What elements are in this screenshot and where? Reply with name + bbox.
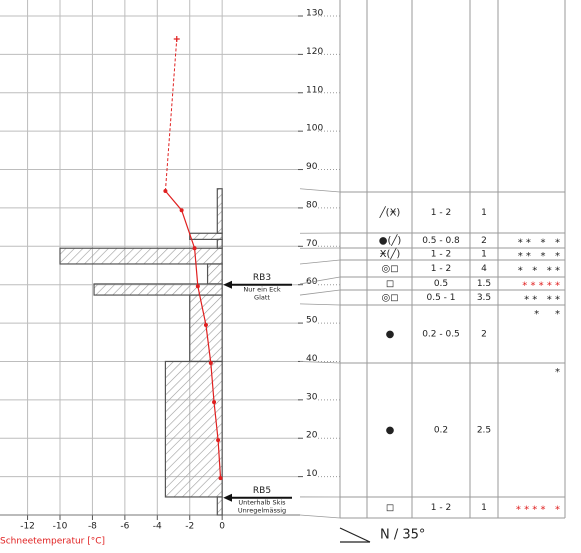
row-link — [299, 276, 341, 285]
grain-shape: ● — [386, 425, 395, 436]
y-tick-label: 40 — [306, 354, 318, 364]
x-tick-label: -8 — [88, 522, 97, 532]
grain-size: 1 - 2 — [431, 208, 451, 218]
stability-stars: * * * * — [524, 295, 560, 306]
snow-temperature-point — [208, 360, 213, 365]
hardness-layer — [164, 360, 223, 498]
wetness: 1 — [481, 250, 487, 260]
arrow-head — [223, 280, 232, 289]
stability-stars: * * * * * — [522, 281, 560, 292]
wetness: 4 — [481, 264, 487, 274]
stability-stars: * * * * — [518, 238, 560, 249]
row-link — [299, 361, 341, 364]
row-link — [299, 514, 341, 519]
hardness-layer — [59, 247, 223, 265]
wetness: 1 — [481, 208, 487, 218]
arrow-head — [223, 493, 232, 502]
annotation-text: Unterhalb Skis — [238, 499, 286, 507]
annotation-title: RB5 — [253, 486, 271, 496]
row-link — [299, 188, 341, 193]
slope-label: N / 35° — [380, 528, 425, 543]
x-axis-label: Schneetemperatur [°C] — [0, 537, 105, 547]
grain-size: 1 - 2 — [431, 264, 451, 274]
annotation-text: Glatt — [254, 294, 270, 302]
y-tick-label: 30 — [306, 392, 318, 402]
hardness-layer — [93, 283, 223, 296]
grain-size: 0.2 - 0.5 — [422, 330, 460, 340]
grain-shape: ● — [386, 329, 395, 340]
hardness-layer — [216, 238, 223, 249]
y-tick-label: 110 — [306, 85, 323, 95]
wetness: 2.5 — [477, 426, 491, 436]
grain-size: 0.5 - 0.8 — [422, 236, 460, 246]
annotation-text: Nur ein Eck — [243, 286, 280, 294]
annotation-title: RB3 — [253, 273, 271, 283]
hardness-layer — [189, 232, 223, 240]
x-tick-label: -4 — [153, 522, 162, 532]
snow-temperature-point — [179, 208, 184, 213]
wetness: 2 — [481, 236, 487, 246]
y-tick-label: 100 — [306, 124, 323, 134]
x-tick-label: -12 — [20, 522, 35, 532]
table-frame — [339, 0, 566, 518]
wetness: 3.5 — [477, 293, 491, 303]
y-tick-label: 80 — [306, 200, 318, 210]
row-link — [299, 289, 341, 296]
snow-temperature-point — [192, 246, 197, 251]
grain-size: 1 - 2 — [431, 250, 451, 260]
x-tick-label: -2 — [185, 522, 194, 532]
stability-stars: * * * * — [518, 266, 560, 277]
y-tick-label: 90 — [306, 162, 318, 172]
stability-stars: * — [555, 367, 560, 378]
y-tick-label: 120 — [306, 47, 323, 57]
grain-shape: ◎◻ — [381, 293, 398, 304]
snow-temperature-point — [218, 476, 223, 481]
slope-icon — [339, 527, 371, 543]
stability-stars: * * * * — [518, 251, 560, 262]
snow-temperature-point — [203, 322, 208, 327]
grain-size: 1 - 2 — [431, 503, 451, 513]
x-tick-label: 0 — [219, 522, 225, 532]
row-link — [299, 303, 341, 306]
snow-temperature-point — [163, 189, 168, 194]
y-tick-label: 10 — [306, 469, 318, 479]
snow-temperature-point — [195, 284, 200, 289]
grain-size: 0.5 - 1 — [426, 293, 455, 303]
y-tick-label: 70 — [306, 239, 318, 249]
stability-stars: * * — [534, 309, 560, 320]
grain-shape: ◻ — [386, 503, 394, 514]
grain-shape: ●(╱) — [379, 234, 402, 247]
row-link — [299, 259, 341, 265]
wetness: 1.5 — [477, 279, 491, 289]
stability-stars: * * * * * — [516, 505, 560, 516]
grain-shape: ◻ — [386, 279, 394, 290]
wetness: 2 — [481, 330, 487, 340]
air-temperature-line — [164, 38, 178, 192]
wetness: 1 — [481, 503, 487, 513]
snow-temperature-point — [212, 400, 217, 405]
air-temperature-point — [173, 36, 180, 43]
grain-shape: ◎◻ — [381, 264, 398, 275]
y-tick-label: 50 — [306, 316, 318, 326]
x-tick-label: -6 — [120, 522, 129, 532]
snow-temperature-point — [216, 438, 221, 443]
grain-size: 0.2 — [434, 426, 448, 436]
y-tick-label: 130 — [306, 9, 323, 19]
grain-shape: ╱(Ӿ) — [379, 206, 401, 219]
x-tick-label: -10 — [53, 522, 68, 532]
grain-size: 0.5 — [434, 279, 448, 289]
hardness-layer — [206, 263, 223, 285]
grain-shape: Ӿ(╱) — [380, 247, 401, 260]
y-tick-label: 20 — [306, 431, 318, 441]
annotation-text: Unregelmässig — [238, 507, 286, 515]
hardness-layer — [216, 188, 223, 234]
hardness-layer — [216, 496, 223, 516]
